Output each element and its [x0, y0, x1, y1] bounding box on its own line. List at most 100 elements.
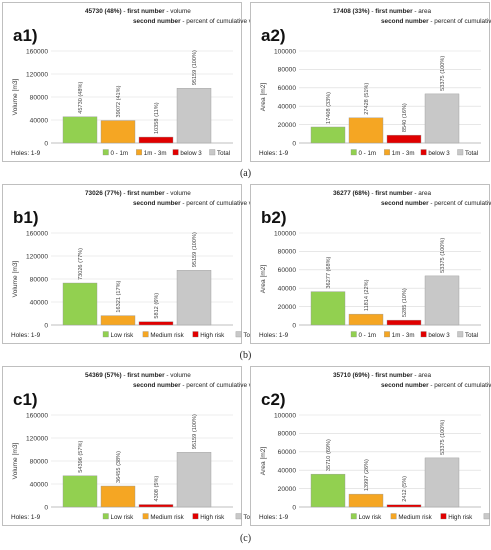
y-axis-label: Volume [m3] [12, 261, 19, 298]
data-label: 27428 (51%) [364, 83, 370, 115]
y-tick-label: 0 [292, 504, 296, 511]
header-value: 35710 (69%) [333, 372, 370, 379]
y-tick-label: 120000 [26, 71, 48, 78]
group-label: Holes: 1-9 [11, 332, 41, 339]
group-label: Holes: 1-9 [11, 514, 41, 521]
header-sep: - [122, 8, 128, 15]
bar-3 [386, 504, 422, 508]
legend-label: Medium risk [150, 332, 184, 339]
bar-1 [62, 116, 98, 144]
bar-2 [348, 313, 384, 326]
bar-4 [424, 275, 460, 326]
data-label: 45730 (48%) [78, 82, 84, 114]
legend-swatch [390, 513, 397, 520]
data-label: 4308 (5%) [154, 476, 160, 502]
y-tick-label: 0 [292, 140, 296, 147]
bar-2 [100, 120, 136, 144]
y-axis-label: Area [m2] [260, 447, 267, 476]
header-line-2: second number - percent of cumulative ar… [381, 18, 491, 25]
header-first-desc: - volume [165, 372, 192, 379]
caption-a: (a) [239, 168, 252, 179]
y-tick-label: 40000 [278, 104, 297, 111]
header-first: first number [375, 372, 413, 379]
y-tick-label: 80000 [278, 431, 297, 438]
bar-4 [176, 88, 212, 144]
header-line-1: 54369 (57%) - first number - volume [85, 372, 191, 379]
legend-swatch [457, 149, 464, 156]
header-sep: - [122, 372, 128, 379]
panel-label: c1) [13, 390, 38, 409]
bar-1 [62, 282, 98, 326]
y-tick-label: 160000 [26, 412, 48, 419]
legend-swatch [420, 331, 427, 338]
y-tick-label: 100000 [274, 412, 296, 419]
header-second: second number [381, 200, 429, 207]
legend-label: Medium risk [150, 514, 184, 521]
y-axis-label: Area [m2] [260, 265, 267, 294]
bar-3 [138, 504, 174, 508]
header-line-1: 73026 (77%) - first number - volume [85, 190, 191, 197]
data-label: 39072 (41%) [116, 85, 122, 117]
data-label: 95159 (100%) [192, 50, 198, 85]
header-line-1: 36277 (68%) - first number - area [333, 190, 431, 197]
y-tick-label: 20000 [278, 122, 297, 129]
legend-label: Low risk [111, 332, 135, 339]
bar-1 [310, 126, 346, 144]
legend-swatch [440, 513, 447, 520]
legend-swatch [420, 149, 427, 156]
y-tick-label: 40000 [30, 117, 49, 124]
y-tick-label: 60000 [278, 85, 297, 92]
legend-label: 0 - 1m [359, 332, 377, 339]
y-tick-label: 120000 [26, 253, 48, 260]
y-tick-label: 80000 [278, 249, 297, 256]
header-first: first number [375, 190, 413, 197]
legend-swatch [102, 149, 109, 156]
legend-swatch [192, 331, 199, 338]
legend-label: Total [465, 332, 478, 339]
chart-panel-c2: 35710 (69%) - first number - area second … [250, 366, 491, 526]
group-label: Holes: 1-9 [11, 150, 41, 157]
header-second: second number [133, 200, 181, 207]
legend-label: 1m - 3m [392, 332, 415, 339]
header-first-desc: - volume [165, 190, 192, 197]
header-value: 73026 (77%) [85, 190, 122, 197]
bar-2 [100, 485, 136, 508]
header-second-desc: - percent of cumulative volume [181, 200, 270, 207]
chart-svg: 45730 (48%) - first number - volume secon… [11, 8, 270, 157]
header-line-2: second number - percent of cumulative vo… [133, 382, 270, 389]
header-line-2: second number - percent of cumulative ar… [381, 382, 491, 389]
bar-4 [176, 452, 212, 508]
legend-swatch [142, 513, 149, 520]
header-first: first number [375, 8, 413, 15]
data-label: 10358 (11%) [154, 102, 160, 134]
data-label: 17408 (33%) [326, 92, 332, 124]
header-first: first number [127, 372, 165, 379]
header-second: second number [381, 18, 429, 25]
legend-label: Total [243, 332, 256, 339]
bar-3 [138, 136, 174, 144]
y-tick-label: 80000 [30, 458, 49, 465]
header-first: first number [127, 190, 165, 197]
legend-label: High risk [200, 332, 225, 339]
legend-swatch [136, 149, 142, 156]
legend-swatch [384, 331, 390, 338]
legend-label: 0 - 1m [111, 150, 129, 157]
group-label: Holes: 1-9 [259, 514, 289, 521]
data-label: 95159 (100%) [192, 414, 198, 449]
legend-swatch [350, 331, 357, 338]
chart-panel-b2: 36277 (68%) - first number - area second … [250, 184, 491, 344]
y-tick-label: 60000 [278, 267, 297, 274]
data-label: 5812 (6%) [154, 293, 160, 319]
legend-label: 1m - 3m [144, 150, 167, 157]
y-tick-label: 100000 [274, 48, 296, 55]
legend-label: 0 - 1m [359, 150, 377, 157]
legend-swatch [209, 149, 216, 156]
legend-swatch [102, 331, 109, 338]
y-tick-label: 100000 [274, 230, 296, 237]
header-value: 54369 (57%) [85, 372, 122, 379]
data-label: 35710 (69%) [326, 439, 332, 471]
legend-label: below 3 [428, 332, 450, 339]
chart-svg: 17408 (33%) - first number - area second … [259, 8, 491, 157]
data-label: 53375 (100%) [440, 56, 446, 91]
legend-label: Low risk [111, 514, 135, 521]
